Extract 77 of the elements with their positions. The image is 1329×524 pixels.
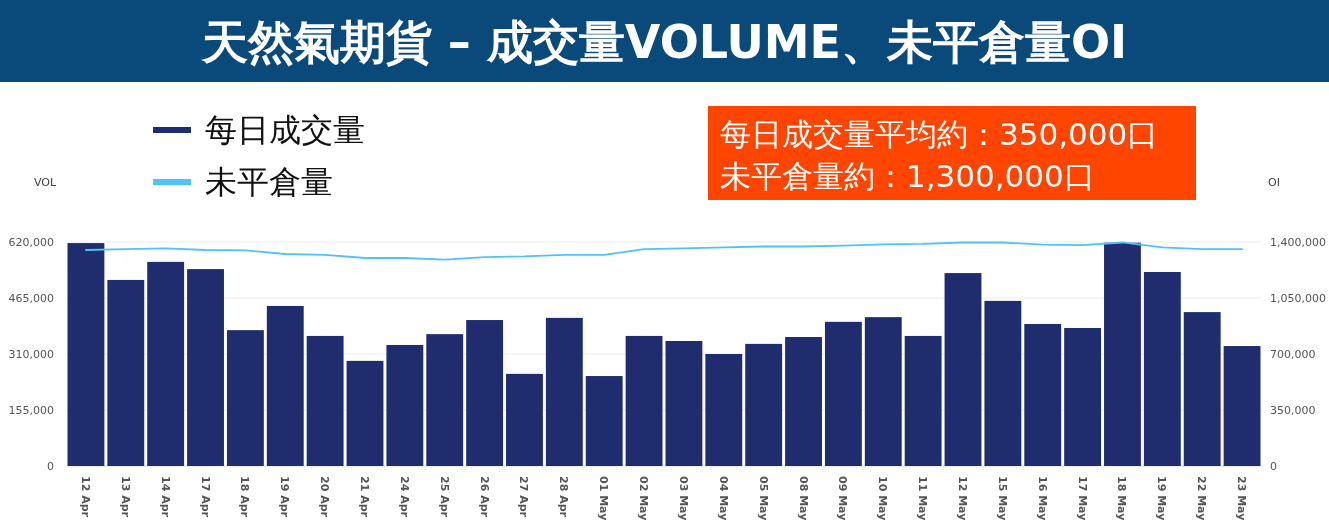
note: 每日成交量平均約：350,000口 未平倉量約：1,300,000口 [708,106,1196,200]
bar [824,321,862,466]
bar [625,335,663,466]
y-tick-label: 465,000 [8,292,54,305]
x-tick-label: 22 May [1195,476,1209,521]
bar [904,335,942,466]
x-tick-label: 13 Apr [118,476,132,518]
chart-title: 天然氣期貨 – 成交量VOLUME、未平倉量OI [200,15,1128,69]
bar [1024,324,1062,466]
x-tick-label: 14 Apr [158,476,172,518]
bar [107,279,145,466]
bar [466,320,504,466]
bar [266,305,304,466]
bar [864,317,902,466]
bar [1143,271,1181,466]
x-tick-label: 28 Apr [557,476,571,518]
bar [1104,242,1141,466]
y2-tick-label: 1,050,000 [1270,292,1326,305]
x-tick-label: 25 Apr [437,476,451,518]
bar [187,269,224,466]
y-tick-label: 155,000 [8,404,54,417]
bar [1064,327,1102,466]
x-tick-label: 26 Apr [477,476,491,518]
bar [944,273,982,466]
legend-label: 每日成交量 [205,111,365,149]
y-tick-label: 310,000 [8,348,54,361]
bar [984,300,1022,466]
x-tick-label: 17 May [1075,476,1089,521]
x-tick-label: 19 May [1155,476,1169,521]
bar [785,337,822,466]
x-tick-label: 08 May [796,476,810,521]
x-tick-label: 01 May [597,476,611,521]
bar [506,373,543,466]
y-tick-label: 620,000 [8,236,54,249]
x-tick-label: 27 Apr [517,476,531,518]
line-series [85,241,1243,261]
x-tick-label: 10 May [876,476,890,521]
x-tick-label: 05 May [756,476,770,521]
x-tick-label: 02 May [637,476,651,521]
bar [545,317,583,466]
y2-tick-label: 1,400,000 [1270,236,1326,249]
bar [1223,346,1261,466]
x-tick-label: 11 May [916,476,930,521]
x-tick-label: 04 May [716,476,730,521]
bar [386,344,424,466]
x-tick-label: 24 Apr [397,476,411,518]
x-tick-label: 15 May [995,476,1009,521]
y2-tick-label: 0 [1270,460,1277,473]
bar [67,243,105,466]
y2-tick-label: 350,000 [1270,404,1316,417]
x-tick-label: 09 May [836,476,850,521]
x-tick-label: 20 Apr [318,476,332,518]
x-tick-label: 12 May [956,476,969,521]
bar [306,335,344,466]
x-tick-label: 03 May [676,476,690,521]
x-tick-label: 16 May [1035,476,1049,521]
y2-tick-label: 700,000 [1270,348,1316,361]
x-tick-label: 18 May [1115,476,1129,521]
bar [705,354,743,466]
y-tick-label: 0 [47,460,54,473]
bar [665,340,703,466]
bar [426,334,464,466]
x-tick-label: 19 Apr [278,476,292,518]
bar [745,343,783,466]
y2-axis-title: OI [1268,176,1280,189]
x-tick-label: 23 May [1235,476,1249,521]
legend-label: 未平倉量 [205,163,333,201]
x-tick-label: 18 Apr [238,476,252,518]
y-axis-title: VOL [34,176,57,189]
x-tick-label: 12 Apr [78,476,92,518]
bar [346,360,384,466]
bar [147,261,185,466]
x-tick-label: 17 Apr [198,476,212,518]
bar [1183,312,1221,466]
x-tick-label: 21 Apr [358,476,371,518]
bar [226,330,264,466]
bar [585,376,623,466]
